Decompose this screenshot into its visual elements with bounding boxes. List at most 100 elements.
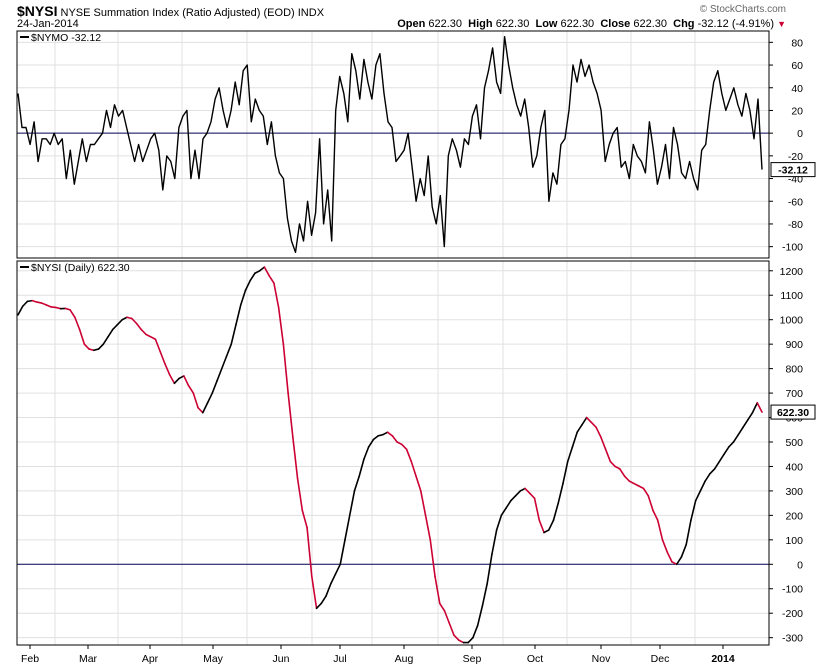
nysi-series-segment: [633, 482, 640, 487]
y-tick-label: 80: [791, 37, 803, 49]
nysi-series-segment: [557, 482, 564, 504]
nysi-series-segment: [619, 468, 626, 478]
y-tick-label: 0: [797, 559, 803, 571]
nysi-series-segment: [64, 307, 71, 311]
nysi-series-segment: [429, 539, 436, 578]
nysi-series-segment: [424, 514, 432, 541]
nysi-series-segment: [709, 468, 716, 475]
nysi-series-segment: [623, 475, 631, 482]
y-tick-label: 500: [785, 437, 803, 449]
nymo-series-line: [17, 36, 763, 254]
nysi-series-segment: [637, 485, 645, 490]
nysi-series-segment: [55, 306, 62, 310]
nysi-series-segment: [647, 495, 654, 512]
open-label: Open: [397, 18, 426, 30]
nysi-series-segment: [311, 575, 318, 610]
price-summary: Open 622.30 High 622.30 Low 622.30 Close…: [397, 18, 786, 30]
nysi-series-segment: [130, 317, 138, 325]
nysi-series-segment: [45, 304, 52, 308]
nysi-series-segment: [329, 573, 337, 585]
nysi-series-segment: [107, 328, 114, 338]
nysi-series-segment: [78, 328, 86, 345]
x-tick-label: Apr: [142, 653, 159, 665]
nysi-series-segment: [391, 435, 398, 443]
nysi-series-segment: [510, 495, 517, 502]
nysi-series-segment: [382, 431, 389, 436]
nysi-series-segment: [415, 475, 422, 492]
nysi-series-segment: [581, 416, 588, 426]
x-tick-label: Dec: [651, 653, 670, 665]
nysi-series-segment: [126, 316, 133, 320]
nysi-series-segment: [187, 384, 195, 394]
nysi-series-segment: [457, 639, 465, 644]
nysi-series-segment: [746, 411, 754, 421]
nysi-series-segment: [718, 453, 725, 463]
nysi-series-segment: [17, 305, 24, 316]
nysi-series-segment: [590, 421, 597, 429]
nysi-series-segment: [88, 348, 95, 352]
nysi-series-segment: [685, 519, 692, 546]
nysi-series-segment: [604, 448, 612, 463]
nysi-series-segment: [239, 289, 247, 306]
y-tick-label: 1100: [780, 290, 803, 302]
nysi-series-segment: [742, 419, 749, 429]
nysi-series-segment: [74, 316, 81, 331]
chg-value: -32.12 (-4.91%): [697, 18, 775, 30]
nysi-series-segment: [97, 343, 105, 350]
y-tick-label: 40: [791, 83, 803, 95]
nysi-series-segment: [301, 509, 308, 529]
nysi-series-segment: [320, 595, 327, 605]
panel-background: [17, 31, 769, 258]
nysi-series-segment: [206, 392, 214, 404]
nysi-series-segment: [704, 472, 711, 482]
nysi-series-segment: [230, 323, 237, 345]
y-tick-label: 900: [785, 339, 803, 351]
nysi-series-segment: [306, 526, 313, 578]
nysi-series-segment: [491, 529, 498, 556]
nysi-series-segment: [325, 583, 332, 597]
chart-title: $NYSI NYSE Summation Index (Ratio Adjust…: [17, 3, 324, 19]
last-value-label: -32.12: [778, 165, 808, 177]
nysi-series-segment: [268, 274, 275, 284]
nysi-series-segment: [675, 556, 683, 566]
nysi-series-segment: [372, 435, 379, 441]
last-value-box: [770, 162, 816, 178]
y-tick-label: -200: [782, 608, 803, 620]
last-value-tag: -32.12: [770, 162, 816, 178]
nysi-series-segment: [600, 436, 607, 451]
nysi-series-segment: [680, 543, 687, 558]
y-tick-label: -80: [788, 219, 803, 231]
nysi-series-segment: [538, 519, 545, 534]
nysi-series-segment: [576, 424, 583, 434]
nysi-series-segment: [211, 380, 218, 394]
x-tick-label: Feb: [21, 653, 39, 665]
nysi-series-segment: [666, 551, 673, 563]
x-tick-label: May: [203, 653, 224, 665]
nysi-series-segment: [159, 350, 166, 365]
y-tick-label: -300: [782, 633, 803, 645]
nysi-series-segment: [524, 487, 531, 495]
y-tick-label: 700: [785, 388, 803, 400]
nysi-series-segment: [652, 509, 659, 522]
nysi-series-segment: [420, 490, 427, 517]
nysi-series-segment: [358, 458, 365, 478]
nysi-series-segment: [595, 426, 602, 438]
nysi-series-segment: [363, 446, 370, 460]
nysi-panel: 1200110010009008007006005004003002001000…: [16, 260, 816, 646]
nysi-series-segment: [699, 480, 706, 492]
panel-background: [17, 261, 769, 645]
nysi-series-segment: [377, 433, 384, 437]
chart-date: 24-Jan-2014: [17, 18, 79, 30]
chg-label: Chg: [673, 18, 695, 30]
nysi-series-segment: [614, 465, 621, 470]
ticker-symbol: $NYSI: [17, 3, 58, 19]
nysi-series-segment: [348, 490, 356, 517]
nysi-series-segment: [83, 343, 90, 350]
nysi-series-segment: [135, 322, 143, 331]
nysi-series-segment: [367, 438, 375, 448]
y-tick-label: 60: [791, 60, 803, 72]
panel-border: [16, 260, 770, 646]
nysi-series-segment: [292, 436, 299, 480]
nysi-series-segment: [543, 529, 550, 534]
